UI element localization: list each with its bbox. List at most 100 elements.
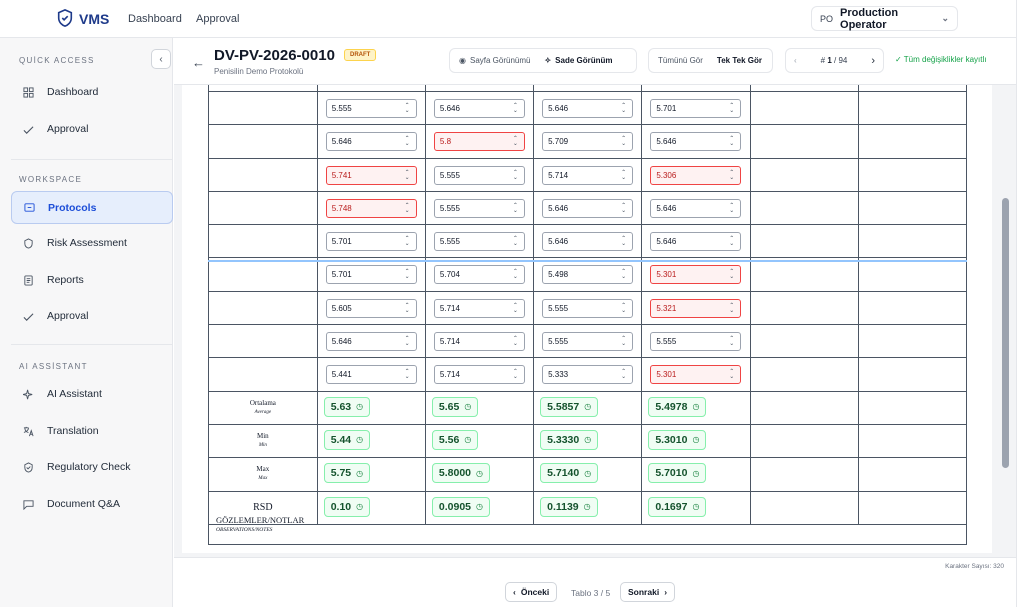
- measurement-input[interactable]: 5.555 ⌃ ⌄: [325, 99, 417, 118]
- spinner-icon[interactable]: ⌃ ⌄: [512, 236, 518, 248]
- stat-value-chip[interactable]: 5.63 ◷: [323, 396, 371, 417]
- measurement-input[interactable]: 5.306 ⌃ ⌄: [650, 165, 742, 185]
- measurement-input[interactable]: 5.701 ⌃ ⌄: [325, 232, 417, 252]
- stat-value-chip[interactable]: 5.65 ◷: [431, 396, 479, 417]
- stat-value-chip[interactable]: 0.1139 ◷: [540, 496, 598, 517]
- measurement-input[interactable]: 5.498 ⌃ ⌄: [542, 265, 634, 285]
- measurement-input[interactable]: 5.646 ⌃ ⌄: [650, 198, 742, 218]
- history-icon[interactable]: ◷: [356, 402, 364, 412]
- show-all-button[interactable]: Tümünü Gör: [658, 56, 703, 65]
- measurement-input[interactable]: 5.701 ⌃ ⌄: [325, 265, 417, 285]
- next-button[interactable]: Sonraki ›: [620, 582, 676, 602]
- measurement-input[interactable]: 5.333 ⌃ ⌄: [542, 365, 634, 385]
- spinner-icon[interactable]: ⌃ ⌄: [729, 236, 735, 248]
- measurement-input[interactable]: 5.555 ⌃ ⌄: [542, 332, 634, 352]
- stat-value-chip[interactable]: 0.1697 ◷: [648, 496, 707, 517]
- measurement-input[interactable]: 5.646 ⌃ ⌄: [650, 232, 742, 252]
- stat-value-chip[interactable]: 5.8000 ◷: [431, 463, 491, 484]
- measurement-input[interactable]: 5.714 ⌃ ⌄: [542, 165, 634, 185]
- spinner-icon[interactable]: ⌃ ⌄: [729, 369, 735, 381]
- previous-button[interactable]: ‹ Önceki: [505, 582, 558, 602]
- measurement-input[interactable]: 5.646 ⌃ ⌄: [542, 99, 634, 118]
- measurement-input[interactable]: 5.646 ⌃ ⌄: [650, 132, 742, 152]
- spinner-icon[interactable]: ⌃ ⌄: [621, 103, 627, 114]
- spinner-icon[interactable]: ⌃ ⌄: [404, 369, 410, 381]
- history-icon[interactable]: ◷: [356, 502, 364, 512]
- measurement-input[interactable]: 5.321 ⌃ ⌄: [650, 298, 742, 318]
- sidebar-item-ai-assistant[interactable]: AI Assistant: [11, 378, 173, 410]
- spinner-icon[interactable]: ⌃ ⌄: [512, 103, 518, 114]
- spinner-icon[interactable]: ⌃ ⌄: [621, 302, 627, 314]
- spinner-icon[interactable]: ⌃ ⌄: [404, 103, 410, 114]
- chevron-right-icon[interactable]: ›: [871, 54, 875, 67]
- history-icon[interactable]: ◷: [692, 435, 700, 445]
- spinner-icon[interactable]: ⌃ ⌄: [621, 136, 627, 148]
- sidebar-item-reports[interactable]: Reports: [11, 264, 173, 296]
- stat-value-chip[interactable]: 5.75 ◷: [323, 463, 371, 484]
- spinner-icon[interactable]: ⌃ ⌄: [404, 136, 410, 148]
- sidebar-item-translation[interactable]: Translation: [11, 415, 173, 447]
- spinner-icon[interactable]: ⌃ ⌄: [729, 336, 735, 348]
- measurement-input[interactable]: 5.555 ⌃ ⌄: [650, 332, 742, 352]
- stat-value-chip[interactable]: 5.7140 ◷: [540, 463, 599, 484]
- spinner-icon[interactable]: ⌃ ⌄: [729, 103, 735, 114]
- measurement-input[interactable]: 5.646 ⌃ ⌄: [433, 99, 525, 118]
- spinner-icon[interactable]: ⌃ ⌄: [512, 202, 518, 214]
- measurement-input[interactable]: 5.8 ⌃ ⌄: [433, 132, 525, 152]
- measurement-input[interactable]: 5.709 ⌃ ⌄: [542, 132, 634, 152]
- stat-value-chip[interactable]: 5.44 ◷: [323, 429, 371, 450]
- sidebar-item-document-qa[interactable]: Document Q&A: [11, 488, 173, 520]
- measurement-input[interactable]: 5.646 ⌃ ⌄: [542, 198, 634, 218]
- spinner-icon[interactable]: ⌃ ⌄: [621, 269, 627, 281]
- sidebar-item-approval-workspace[interactable]: Approval: [11, 300, 173, 332]
- collapse-sidebar-button[interactable]: ‹: [151, 49, 171, 69]
- history-icon[interactable]: ◷: [584, 435, 592, 445]
- measurement-input[interactable]: 5.714 ⌃ ⌄: [433, 365, 525, 385]
- stat-value-chip[interactable]: 5.3330 ◷: [540, 429, 599, 450]
- measurement-input[interactable]: 5.741 ⌃ ⌄: [325, 165, 417, 185]
- plain-view-button[interactable]: ✧ Sade Görünüm: [539, 51, 617, 70]
- history-icon[interactable]: ◷: [692, 468, 700, 478]
- sidebar-item-dashboard[interactable]: Dashboard: [11, 76, 173, 108]
- history-icon[interactable]: ◷: [356, 468, 364, 478]
- history-icon[interactable]: ◷: [356, 435, 364, 445]
- spinner-icon[interactable]: ⌃ ⌄: [621, 336, 627, 348]
- history-icon[interactable]: ◷: [464, 402, 472, 412]
- history-icon[interactable]: ◷: [583, 502, 591, 512]
- spinner-icon[interactable]: ⌃ ⌄: [621, 236, 627, 248]
- measurement-input[interactable]: 5.701 ⌃ ⌄: [650, 99, 742, 118]
- history-icon[interactable]: ◷: [584, 402, 592, 412]
- stat-value-chip[interactable]: 5.7010 ◷: [648, 463, 707, 484]
- spinner-icon[interactable]: ⌃ ⌄: [621, 169, 627, 181]
- spinner-icon[interactable]: ⌃ ⌄: [512, 136, 518, 148]
- spinner-icon[interactable]: ⌃ ⌄: [404, 236, 410, 248]
- spinner-icon[interactable]: ⌃ ⌄: [621, 202, 627, 214]
- spinner-icon[interactable]: ⌃ ⌄: [729, 202, 735, 214]
- measurement-input[interactable]: 5.605 ⌃ ⌄: [325, 298, 417, 318]
- spinner-icon[interactable]: ⌃ ⌄: [512, 369, 518, 381]
- history-icon[interactable]: ◷: [584, 468, 592, 478]
- sidebar-item-protocols[interactable]: Protocols: [11, 191, 173, 224]
- measurement-input[interactable]: 5.646 ⌃ ⌄: [542, 232, 634, 252]
- history-icon[interactable]: ◷: [464, 435, 472, 445]
- measurement-input[interactable]: 5.714 ⌃ ⌄: [433, 332, 525, 352]
- spinner-icon[interactable]: ⌃ ⌄: [404, 169, 410, 181]
- measurement-input[interactable]: 5.748 ⌃ ⌄: [325, 198, 417, 218]
- topnav-dashboard[interactable]: Dashboard: [128, 13, 182, 25]
- measurement-input[interactable]: 5.646 ⌃ ⌄: [325, 332, 417, 352]
- stat-value-chip[interactable]: 5.5857 ◷: [540, 396, 599, 417]
- spinner-icon[interactable]: ⌃ ⌄: [729, 136, 735, 148]
- stat-value-chip[interactable]: 0.10 ◷: [323, 496, 371, 517]
- measurement-input[interactable]: 5.646 ⌃ ⌄: [325, 132, 417, 152]
- spinner-icon[interactable]: ⌃ ⌄: [729, 302, 735, 314]
- spinner-icon[interactable]: ⌃ ⌄: [729, 169, 735, 181]
- spinner-icon[interactable]: ⌃ ⌄: [512, 269, 518, 281]
- spinner-icon[interactable]: ⌃ ⌄: [404, 202, 410, 214]
- measurement-input[interactable]: 5.555 ⌃ ⌄: [433, 232, 525, 252]
- spinner-icon[interactable]: ⌃ ⌄: [404, 269, 410, 281]
- sidebar-item-risk-assessment[interactable]: Risk Assessment: [11, 227, 173, 259]
- spinner-icon[interactable]: ⌃ ⌄: [512, 302, 518, 314]
- spinner-icon[interactable]: ⌃ ⌄: [512, 169, 518, 181]
- spinner-icon[interactable]: ⌃ ⌄: [621, 369, 627, 381]
- measurement-input[interactable]: 5.301 ⌃ ⌄: [650, 265, 742, 285]
